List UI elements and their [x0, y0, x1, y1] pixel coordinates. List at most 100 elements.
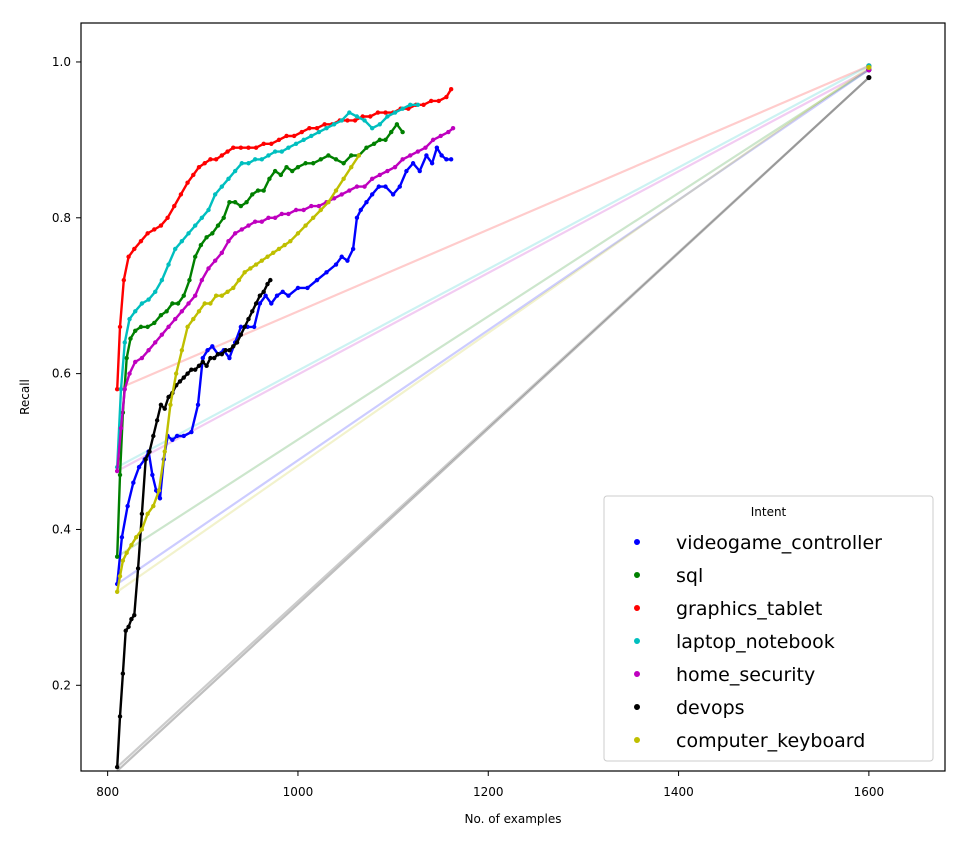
data-point — [205, 348, 210, 353]
data-point — [195, 402, 201, 407]
data-point — [219, 153, 225, 158]
x-tick-label: 1200 — [473, 785, 504, 799]
legend-marker — [634, 704, 640, 710]
data-point — [345, 258, 350, 263]
data-point — [232, 168, 238, 174]
data-point — [196, 309, 202, 314]
data-point — [221, 215, 226, 220]
data-point — [352, 118, 358, 123]
data-point — [368, 114, 373, 119]
data-point — [232, 200, 238, 205]
data-point — [421, 102, 426, 108]
data-point — [316, 129, 322, 135]
data-point — [117, 714, 123, 719]
data-point — [268, 277, 273, 283]
data-point — [250, 192, 255, 197]
data-point — [333, 188, 339, 193]
data-point — [157, 496, 163, 501]
data-point — [331, 122, 337, 127]
data-point — [133, 309, 138, 314]
data-point — [177, 379, 183, 384]
data-point — [383, 137, 388, 143]
data-point — [153, 340, 158, 345]
data-point — [189, 429, 194, 435]
data-point — [139, 355, 145, 361]
x-tick-label: 1000 — [283, 785, 314, 799]
data-point — [151, 433, 156, 439]
data-point — [274, 293, 280, 298]
data-point — [410, 161, 416, 166]
x-tick-label: 1400 — [663, 785, 694, 799]
data-point — [192, 254, 198, 259]
data-point — [191, 316, 196, 322]
data-point — [250, 309, 255, 314]
data-point — [242, 324, 247, 330]
data-point — [362, 184, 367, 189]
data-point — [166, 394, 171, 400]
data-point — [213, 157, 219, 162]
data-point — [174, 433, 180, 439]
data-point — [259, 258, 264, 263]
data-point — [444, 157, 449, 162]
data-point — [206, 207, 211, 213]
data-point — [139, 527, 145, 532]
data-point — [377, 122, 382, 127]
y-tick-label: 0.4 — [52, 522, 71, 536]
data-point — [417, 168, 422, 174]
data-point — [132, 612, 137, 618]
data-point — [272, 168, 278, 174]
data-point — [158, 402, 164, 407]
data-point — [265, 254, 270, 259]
data-point — [132, 246, 137, 252]
data-point — [212, 258, 218, 263]
data-point — [269, 301, 274, 306]
data-point — [428, 98, 434, 104]
data-point — [145, 231, 150, 236]
baseline-line — [116, 76, 870, 772]
data-point — [339, 254, 344, 259]
x-axis-label: No. of examples — [464, 812, 561, 826]
data-point — [227, 355, 232, 361]
data-point — [255, 188, 261, 193]
endpoint-devops — [866, 74, 872, 81]
data-point — [266, 215, 271, 220]
data-point — [303, 161, 308, 166]
data-point — [215, 351, 221, 357]
data-point — [261, 289, 266, 295]
data-point — [309, 203, 314, 209]
data-point — [219, 293, 225, 298]
data-point — [261, 141, 266, 146]
data-point — [257, 301, 263, 306]
data-point — [369, 192, 375, 197]
data-point — [347, 110, 352, 115]
data-point — [299, 129, 304, 135]
series-sql — [114, 67, 872, 559]
legend-label: videogame_controller — [676, 532, 882, 554]
data-point — [369, 125, 375, 131]
data-point — [276, 137, 282, 143]
data-point — [120, 558, 126, 563]
data-point — [138, 324, 144, 330]
data-point — [400, 106, 405, 111]
data-point — [168, 402, 173, 407]
data-point — [301, 207, 306, 213]
data-point — [272, 215, 278, 220]
y-tick-label: 1.0 — [52, 55, 71, 69]
data-point — [236, 277, 242, 283]
data-point — [364, 145, 369, 150]
data-point — [200, 355, 205, 361]
data-point — [125, 503, 130, 509]
data-point — [175, 301, 181, 306]
data-point — [117, 574, 123, 579]
data-point — [226, 238, 231, 244]
data-point — [172, 203, 177, 209]
data-point — [377, 137, 382, 143]
data-point — [213, 293, 219, 298]
data-point — [146, 297, 151, 302]
legend-marker — [634, 605, 640, 611]
data-point — [392, 164, 398, 170]
legend-title: Intent — [751, 505, 787, 519]
y-tick-label: 0.6 — [52, 367, 71, 381]
